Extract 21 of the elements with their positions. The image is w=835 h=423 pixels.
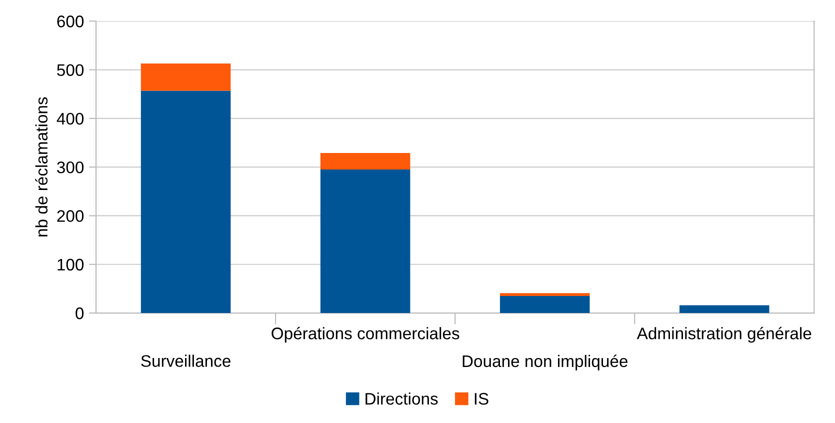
y-tick-label: 400 <box>56 112 84 125</box>
bar <box>320 152 410 170</box>
x-tick-label: Opérations commerciales <box>272 326 460 343</box>
x-tick-label: Surveillance <box>141 354 230 367</box>
x-tick-label: Administration générale <box>636 326 812 343</box>
legend-label: Directions <box>366 392 438 405</box>
y-tick-label: 600 <box>57 16 84 28</box>
bar <box>140 63 231 91</box>
bar <box>500 296 590 314</box>
y-tick-label: 0 <box>76 307 84 320</box>
y-tick-label: 200 <box>57 210 84 222</box>
y-tick-label: 100 <box>58 258 84 271</box>
bar <box>500 293 590 296</box>
bar <box>679 305 770 314</box>
y-tick-label: 500 <box>57 64 84 76</box>
x-tick-label: Douane non impliquée <box>462 354 628 370</box>
y-axis-title: nb de réclamations <box>35 97 48 236</box>
bar <box>140 90 231 314</box>
y-tick-label: 300 <box>57 161 84 174</box>
legend-label: IS <box>474 392 488 405</box>
bar <box>320 170 410 314</box>
